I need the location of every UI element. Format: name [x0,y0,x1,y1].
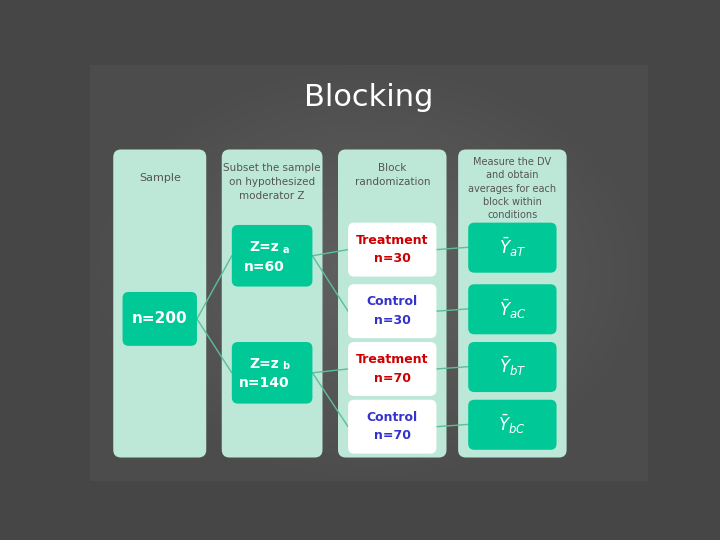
FancyBboxPatch shape [348,400,436,454]
Text: Control: Control [366,411,418,424]
Text: n=140: n=140 [239,376,289,390]
FancyBboxPatch shape [232,342,312,403]
Text: $\bar{Y}_{bT}$: $\bar{Y}_{bT}$ [498,355,526,379]
FancyBboxPatch shape [468,222,557,273]
FancyBboxPatch shape [348,284,436,338]
FancyBboxPatch shape [468,284,557,334]
FancyBboxPatch shape [113,150,206,457]
FancyBboxPatch shape [348,342,436,396]
Text: $\bar{Y}_{bC}$: $\bar{Y}_{bC}$ [498,413,526,436]
Text: $\bar{Y}_{aT}$: $\bar{Y}_{aT}$ [499,235,526,259]
FancyBboxPatch shape [348,222,436,276]
Text: Treatment: Treatment [356,353,428,366]
Text: a: a [282,245,289,254]
Text: Blocking: Blocking [305,83,433,112]
Text: $\bar{Y}_{aC}$: $\bar{Y}_{aC}$ [499,297,526,321]
Text: n=60: n=60 [244,260,284,274]
FancyBboxPatch shape [458,150,567,457]
FancyBboxPatch shape [232,225,312,287]
Text: Treatment: Treatment [356,234,428,247]
Text: Sample: Sample [139,173,181,183]
FancyBboxPatch shape [468,400,557,450]
Text: n=30: n=30 [374,252,410,265]
Text: n=30: n=30 [374,314,410,327]
Text: b: b [282,361,289,371]
FancyBboxPatch shape [468,342,557,392]
FancyBboxPatch shape [338,150,446,457]
Text: n=70: n=70 [374,372,410,384]
Text: n=200: n=200 [132,312,188,326]
FancyBboxPatch shape [222,150,323,457]
FancyBboxPatch shape [122,292,197,346]
Text: Block
randomization: Block randomization [354,164,430,187]
Text: Subset the sample
on hypothesized
moderator Z: Subset the sample on hypothesized modera… [223,164,321,201]
Text: Z=z: Z=z [250,240,279,254]
Text: n=70: n=70 [374,429,410,442]
Text: Measure the DV
and obtain
averages for each
block within
conditions: Measure the DV and obtain averages for e… [468,157,557,220]
Text: Control: Control [366,295,418,308]
Text: Z=z: Z=z [250,356,279,370]
